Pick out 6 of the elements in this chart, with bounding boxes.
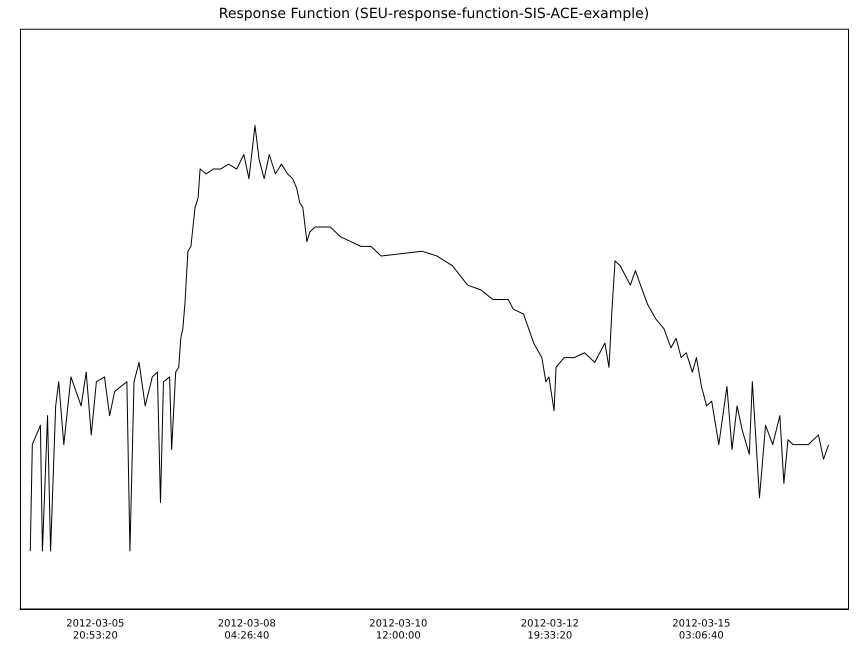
x-tick-label: 2012-03-08 04:26:40 (218, 618, 276, 642)
x-tick-label: 2012-03-15 03:06:40 (672, 618, 730, 642)
x-tick-label: 2012-03-05 20:53:20 (66, 618, 124, 642)
x-tick-label: 2012-03-10 12:00:00 (369, 618, 428, 642)
chart-title: Response Function (SEU-response-function-SIS-ACE-example) (218, 6, 650, 22)
x-tick-label: 2012-03-12 19:33:20 (520, 618, 579, 642)
